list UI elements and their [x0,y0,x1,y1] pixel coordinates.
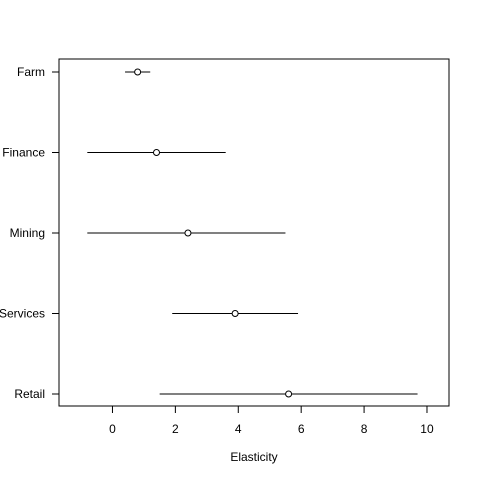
confidence-intervals [87,71,418,395]
estimate-point [285,390,293,398]
y-tick-label: Farm [17,65,45,79]
point-estimates [134,68,293,398]
y-tick-label: Retail [14,387,45,401]
estimate-point [134,68,142,76]
estimate-point [231,310,239,317]
y-tick-label: Finance [2,146,45,160]
x-tick-label: 8 [361,422,368,436]
x-tick-label: 2 [172,422,179,436]
y-tick-label: Services [0,307,45,321]
estimate-point [153,149,160,156]
x-tick-label: 10 [420,422,434,436]
x-tick-label: 6 [298,422,305,436]
x-tick-label: 0 [109,422,116,436]
y-axis: Farm Finance Mining Services Retail [0,65,59,401]
estimate-point [184,229,192,237]
x-axis-label: Elasticity [230,450,277,464]
y-tick-label: Mining [10,226,45,240]
x-axis: 0 2 4 6 8 10 [109,405,434,436]
x-tick-label: 4 [235,422,242,436]
